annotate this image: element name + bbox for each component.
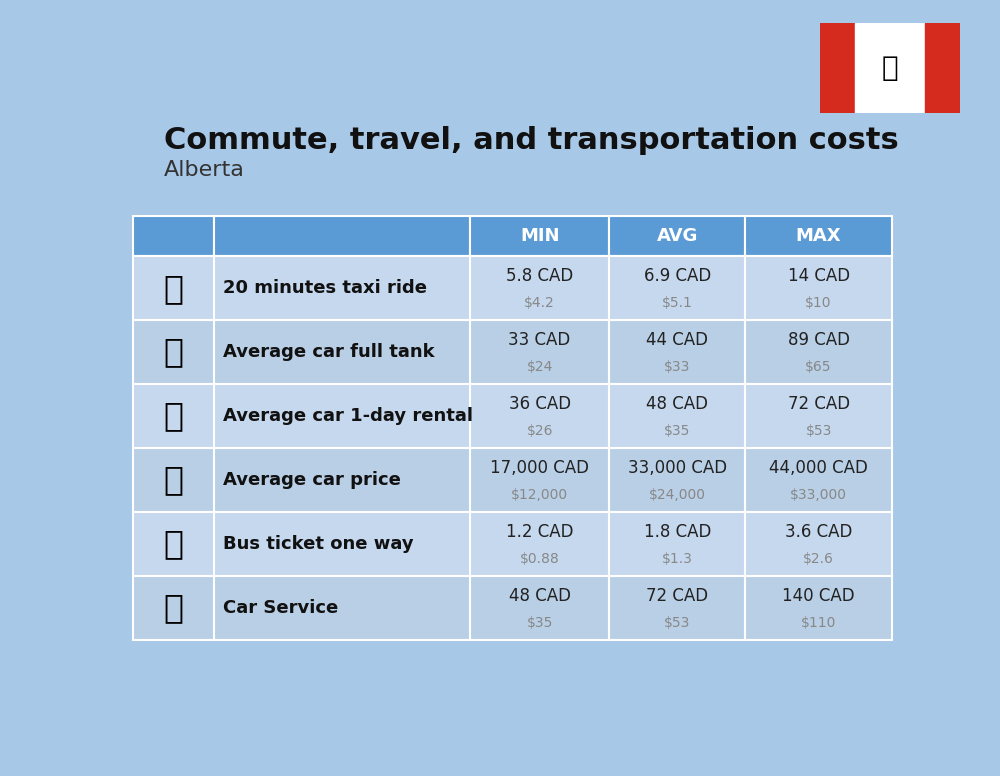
Text: 🚌: 🚌 — [163, 528, 183, 560]
Bar — [855, 23, 925, 113]
Bar — [745, 512, 892, 576]
Bar — [133, 576, 214, 640]
Bar — [609, 320, 745, 384]
Text: 72 CAD: 72 CAD — [646, 587, 708, 605]
Text: 36 CAD: 36 CAD — [509, 395, 571, 413]
Text: $33,000: $33,000 — [790, 488, 847, 502]
Text: $12,000: $12,000 — [511, 488, 568, 502]
Bar — [133, 384, 214, 448]
Text: $33: $33 — [664, 360, 690, 374]
Text: $35: $35 — [664, 424, 690, 438]
Bar — [820, 23, 855, 113]
Text: 44 CAD: 44 CAD — [646, 331, 708, 349]
Text: 🍁: 🍁 — [882, 54, 898, 82]
Text: 1.8 CAD: 1.8 CAD — [644, 523, 711, 541]
Bar — [745, 576, 892, 640]
Text: $65: $65 — [805, 360, 832, 374]
Bar — [609, 256, 745, 320]
Bar — [133, 216, 214, 256]
Bar — [133, 448, 214, 512]
Text: 17,000 CAD: 17,000 CAD — [490, 459, 589, 477]
Text: MAX: MAX — [796, 227, 841, 245]
Bar — [609, 512, 745, 576]
Text: MIN: MIN — [520, 227, 559, 245]
Bar — [745, 448, 892, 512]
Text: 48 CAD: 48 CAD — [509, 587, 571, 605]
Text: Car Service: Car Service — [223, 599, 339, 617]
Bar — [214, 576, 470, 640]
Text: ⛽: ⛽ — [163, 336, 183, 369]
Text: $110: $110 — [801, 616, 836, 630]
Bar — [214, 512, 470, 576]
Bar — [609, 216, 745, 256]
Text: $4.2: $4.2 — [524, 296, 555, 310]
Bar — [745, 320, 892, 384]
Bar — [133, 320, 214, 384]
Text: Average car 1-day rental: Average car 1-day rental — [223, 407, 473, 425]
Text: 140 CAD: 140 CAD — [782, 587, 855, 605]
Bar — [470, 320, 609, 384]
Bar — [925, 23, 960, 113]
Text: $35: $35 — [526, 616, 553, 630]
Text: $2.6: $2.6 — [803, 552, 834, 566]
Text: 48 CAD: 48 CAD — [646, 395, 708, 413]
Bar — [470, 448, 609, 512]
Bar — [745, 216, 892, 256]
Text: 5.8 CAD: 5.8 CAD — [506, 267, 573, 286]
Bar — [214, 384, 470, 448]
Text: 33,000 CAD: 33,000 CAD — [628, 459, 727, 477]
Text: 🚗: 🚗 — [163, 400, 183, 432]
Bar — [745, 256, 892, 320]
Text: Average car full tank: Average car full tank — [223, 343, 435, 361]
Text: 14 CAD: 14 CAD — [788, 267, 850, 286]
Bar — [745, 384, 892, 448]
Text: $26: $26 — [526, 424, 553, 438]
Bar — [609, 576, 745, 640]
Bar — [470, 384, 609, 448]
Bar — [214, 256, 470, 320]
Text: $10: $10 — [805, 296, 832, 310]
Bar — [470, 256, 609, 320]
Text: $53: $53 — [805, 424, 832, 438]
Text: 89 CAD: 89 CAD — [788, 331, 850, 349]
Text: $24,000: $24,000 — [649, 488, 706, 502]
Text: AVG: AVG — [656, 227, 698, 245]
Bar — [470, 576, 609, 640]
Text: 33 CAD: 33 CAD — [509, 331, 571, 349]
Text: 6.9 CAD: 6.9 CAD — [644, 267, 711, 286]
Bar — [470, 512, 609, 576]
Text: Alberta: Alberta — [164, 160, 245, 180]
Text: Commute, travel, and transportation costs: Commute, travel, and transportation cost… — [164, 126, 898, 155]
Bar — [609, 384, 745, 448]
Text: 20 minutes taxi ride: 20 minutes taxi ride — [223, 279, 427, 297]
Text: 44,000 CAD: 44,000 CAD — [769, 459, 868, 477]
Text: 3.6 CAD: 3.6 CAD — [785, 523, 852, 541]
Text: $5.1: $5.1 — [662, 296, 693, 310]
Text: 🛠: 🛠 — [163, 591, 183, 625]
Bar — [214, 448, 470, 512]
Text: Bus ticket one way: Bus ticket one way — [223, 535, 414, 553]
Bar — [133, 256, 214, 320]
Bar — [470, 216, 609, 256]
Text: Average car price: Average car price — [223, 471, 401, 489]
Bar — [609, 448, 745, 512]
Text: 🚕: 🚕 — [163, 272, 183, 305]
Text: $24: $24 — [526, 360, 553, 374]
Bar — [214, 216, 470, 256]
Text: $0.88: $0.88 — [520, 552, 560, 566]
Bar — [133, 512, 214, 576]
Text: 1.2 CAD: 1.2 CAD — [506, 523, 573, 541]
Text: $1.3: $1.3 — [662, 552, 693, 566]
Text: 72 CAD: 72 CAD — [788, 395, 850, 413]
Text: $53: $53 — [664, 616, 690, 630]
Bar — [214, 320, 470, 384]
Text: 🚗: 🚗 — [163, 463, 183, 497]
